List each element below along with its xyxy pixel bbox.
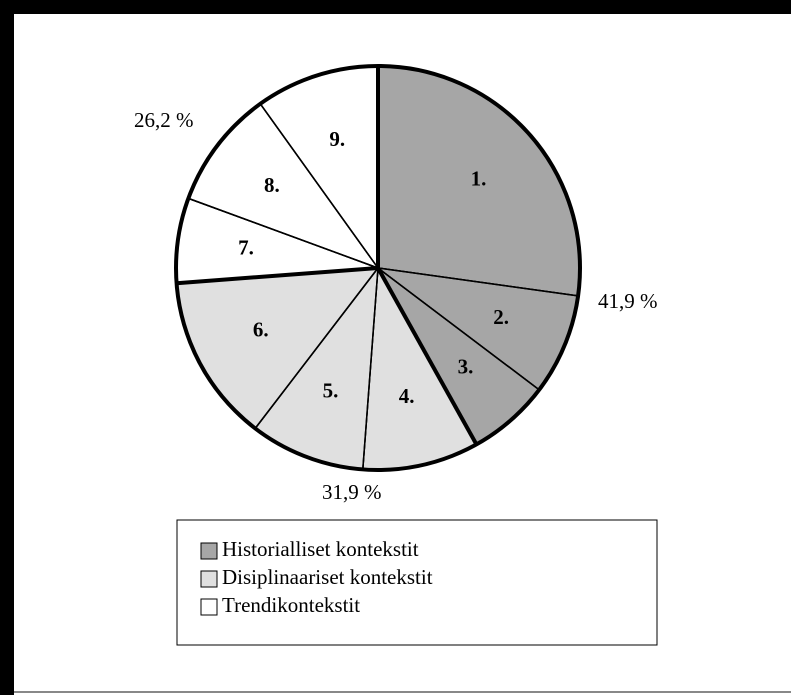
slice-border (376, 267, 479, 446)
legend-swatch (200, 542, 218, 560)
slice-label: 1. (471, 166, 487, 190)
group-percent: 41,9 % (598, 289, 658, 313)
frame-top (0, 0, 791, 14)
legend-label: Historialliset kontekstit (222, 537, 419, 561)
legend-label: Trendikontekstit (222, 593, 360, 617)
slice-label: 3. (458, 354, 474, 378)
group-percent: 26,2 % (134, 108, 194, 132)
slice-border (362, 267, 379, 470)
slice-border (377, 267, 540, 391)
legend-swatch (200, 598, 218, 616)
slice-label: 7. (238, 235, 254, 259)
slice-label: 2. (493, 305, 509, 329)
slice-label: 8. (264, 173, 280, 197)
group-percent: 31,9 % (322, 480, 382, 504)
legend-swatch (200, 570, 218, 588)
slice-label: 5. (323, 378, 339, 402)
legend-box (176, 519, 658, 646)
slice-label: 6. (253, 317, 269, 341)
slice-border (377, 267, 579, 297)
slice-border (176, 266, 379, 286)
slice-border (259, 103, 379, 269)
frame-left (0, 0, 14, 695)
pie-outline (174, 64, 582, 472)
legend-label: Disiplinaariset kontekstit (222, 565, 433, 589)
slice-border (188, 197, 379, 269)
slice-border (254, 267, 379, 429)
slice-label: 4. (399, 384, 415, 408)
slice-label: 9. (329, 127, 345, 151)
